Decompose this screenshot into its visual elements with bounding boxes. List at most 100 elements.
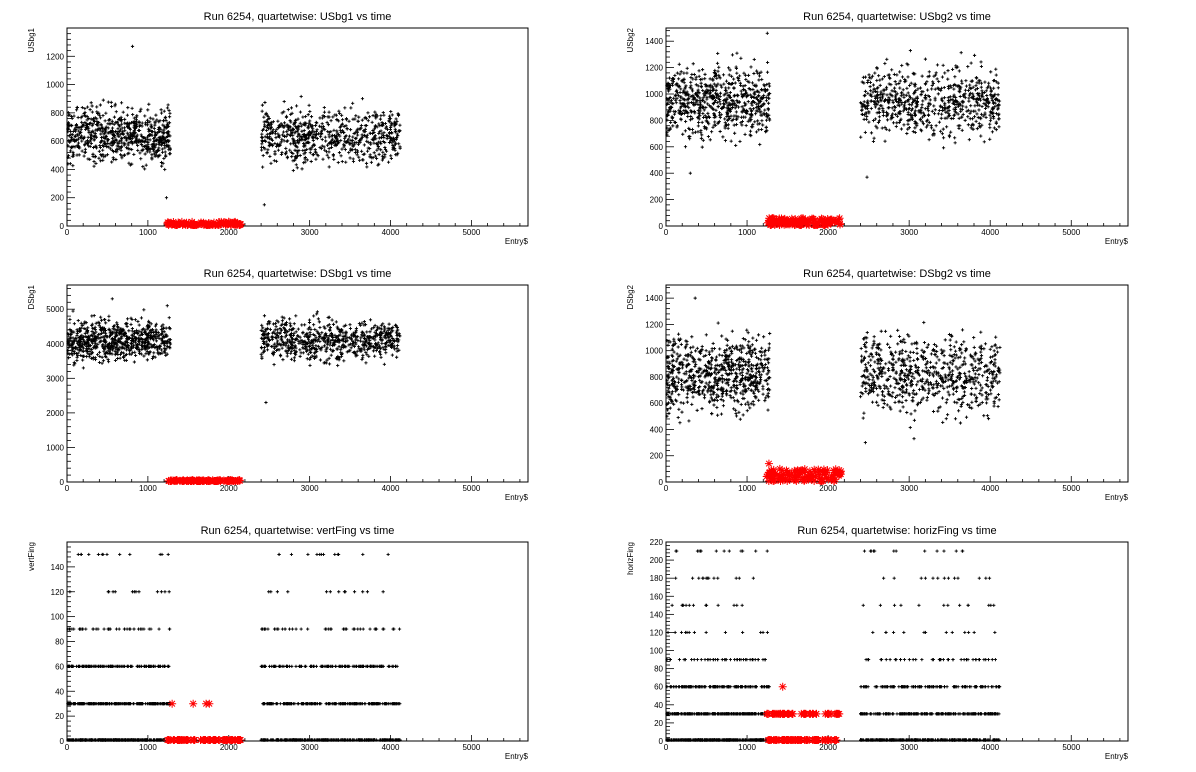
black-plus-point	[385, 137, 389, 141]
black-plus-point	[273, 150, 277, 154]
black-plus-point	[377, 131, 381, 136]
black-plus-point	[289, 349, 293, 353]
y-tick-label: 1400	[645, 294, 663, 303]
black-plus-point	[159, 348, 163, 352]
y-tick-label: 1200	[46, 52, 64, 61]
black-plus-point	[91, 122, 95, 126]
black-plus-point	[294, 104, 299, 108]
black-plus-point	[105, 139, 110, 143]
black-plus-point	[372, 151, 376, 155]
black-plus-point	[163, 126, 167, 130]
black-plus-point	[101, 158, 105, 162]
black-plus-point	[696, 124, 700, 128]
black-plus-point	[953, 136, 957, 140]
black-plus-point	[158, 153, 162, 157]
black-plus-point	[82, 154, 86, 158]
black-plus-point	[710, 130, 714, 134]
black-plus-point	[752, 57, 756, 62]
black-plus-point	[89, 117, 93, 121]
black-plus-point	[697, 74, 701, 78]
black-plus-point	[294, 163, 298, 167]
black-plus-point	[157, 125, 161, 130]
black-plus-point	[865, 107, 870, 111]
black-plus-point	[942, 85, 946, 90]
black-plus-point	[885, 57, 889, 61]
black-plus-point	[145, 358, 149, 362]
black-plus-point	[164, 118, 168, 123]
black-plus-point	[125, 125, 130, 129]
black-plus-point	[89, 136, 94, 140]
black-plus-point	[331, 322, 336, 326]
black-plus-point	[694, 77, 698, 81]
black-plus-point	[877, 115, 881, 119]
black-plus-point	[672, 109, 676, 113]
black-plus-point	[66, 144, 70, 148]
black-plus-point	[109, 104, 114, 109]
black-plus-point	[264, 128, 268, 133]
red-star-point	[826, 215, 835, 224]
black-plus-point	[292, 322, 296, 326]
black-plus-point	[289, 106, 294, 110]
black-plus-point	[750, 81, 755, 85]
black-plus-point	[362, 346, 366, 350]
black-plus-point	[101, 113, 105, 118]
black-plus-point	[683, 145, 688, 149]
black-plus-point	[933, 108, 937, 112]
black-plus-point	[159, 111, 164, 115]
black-plus-point	[972, 53, 977, 57]
red-star-point	[163, 218, 172, 227]
black-plus-point	[98, 143, 102, 148]
y-tick-label: 5000	[46, 305, 64, 314]
black-plus-point	[899, 127, 904, 131]
black-plus-point	[724, 86, 728, 90]
black-plus-point	[356, 119, 360, 124]
red-star-point	[775, 221, 784, 229]
black-plus-point	[152, 351, 156, 355]
black-plus-point	[389, 110, 393, 114]
black-plus-point	[389, 156, 393, 161]
x-tick-label: 2000	[220, 484, 238, 493]
black-plus-point	[316, 317, 320, 321]
black-plus-point	[168, 152, 172, 156]
black-plus-point	[704, 333, 708, 337]
black-plus-point	[898, 70, 902, 74]
black-plus-point	[360, 118, 364, 122]
black-plus-point	[717, 65, 721, 69]
black-plus-point	[336, 160, 340, 165]
black-plus-point	[712, 82, 716, 86]
black-plus-point	[764, 95, 768, 100]
x-tick-label: 2000	[819, 484, 837, 493]
black-plus-point	[373, 354, 377, 358]
black-plus-point	[75, 358, 79, 363]
black-plus-point	[160, 130, 164, 134]
black-plus-point	[927, 138, 931, 142]
black-plus-point	[168, 111, 172, 115]
black-plus-point	[979, 85, 983, 89]
black-plus-point	[153, 145, 157, 149]
black-plus-point	[142, 308, 146, 312]
black-plus-point	[669, 120, 673, 125]
black-plus-point	[301, 115, 305, 119]
black-plus-point	[748, 406, 752, 410]
black-plus-point	[144, 145, 148, 149]
black-plus-point	[272, 159, 276, 163]
black-plus-point	[299, 124, 303, 128]
black-plus-point	[935, 63, 940, 67]
black-plus-point	[927, 70, 931, 74]
black-plus-point	[882, 74, 886, 79]
black-plus-point	[895, 114, 899, 118]
black-plus-point	[133, 318, 138, 322]
black-plus-point	[164, 326, 168, 330]
black-plus-point	[74, 123, 78, 128]
black-plus-point	[732, 77, 736, 81]
black-plus-point	[377, 152, 381, 156]
black-plus-point	[93, 154, 98, 158]
black-plus-point	[701, 98, 705, 102]
x-tick-label: 3000	[900, 484, 918, 493]
black-plus-point	[76, 137, 81, 141]
black-plus-point	[110, 148, 115, 153]
black-plus-point	[866, 80, 870, 85]
black-plus-point	[909, 81, 913, 85]
x-tick-label: 4000	[981, 228, 999, 237]
black-plus-point	[166, 134, 170, 139]
